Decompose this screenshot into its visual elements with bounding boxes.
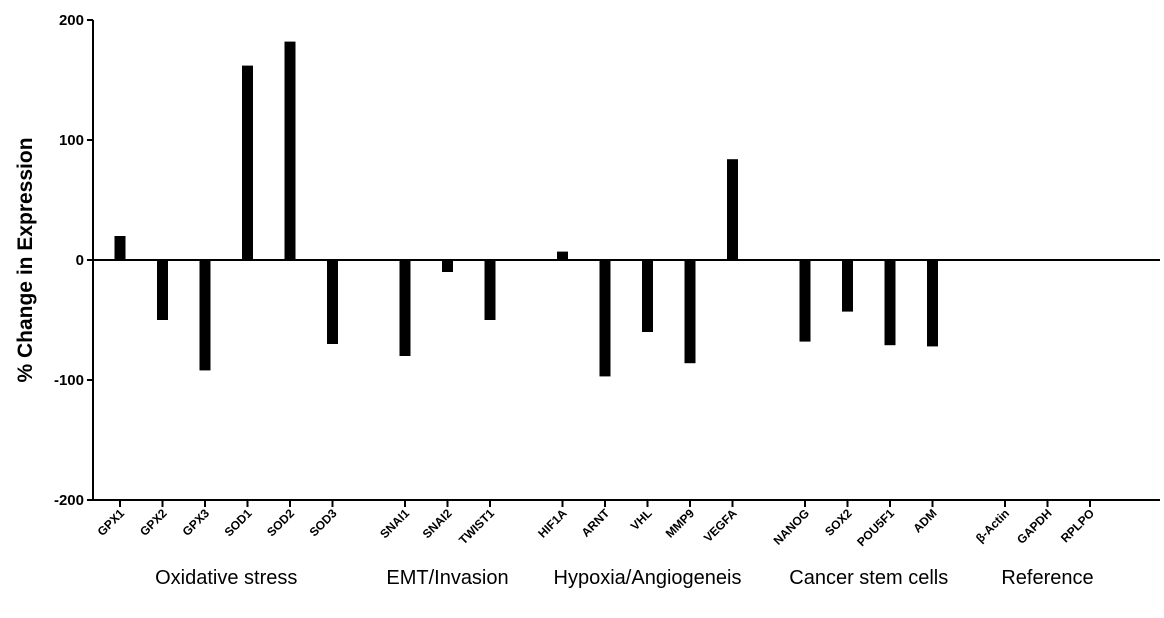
bars-layer <box>114 41 938 377</box>
bar-SNAI1 <box>399 260 411 356</box>
bar-SOX2 <box>842 260 853 312</box>
category-label-SOD1: SOD1 <box>222 506 255 539</box>
category-label-HIF1A: HIF1A <box>535 506 570 541</box>
category-label-GPX3: GPX3 <box>180 506 213 539</box>
category-label-RPLPO: RPLPO <box>1058 506 1097 545</box>
y-tick-label: 0 <box>76 252 84 269</box>
category-label-SNAI1: SNAI1 <box>377 506 412 541</box>
bar-NANOG <box>799 260 811 342</box>
category-label-MMP9: MMP9 <box>663 506 698 541</box>
bar-GPX2 <box>157 260 168 320</box>
bar-SNAI2 <box>442 260 453 272</box>
group-label-4: Reference <box>1001 567 1093 589</box>
bar-SOD3 <box>327 260 338 344</box>
y-tick-label: 100 <box>59 132 84 149</box>
bar-GPX3 <box>199 260 211 371</box>
category-label-POU5F1: POU5F1 <box>854 506 897 549</box>
category-label-ARNT: ARNT <box>579 506 613 540</box>
category-label-TWIST1: TWIST1 <box>456 506 497 547</box>
y-axis-title: % Change in Expression <box>14 137 37 382</box>
group-label-0: Oxidative stress <box>155 567 297 589</box>
bar-SOD2 <box>284 41 296 260</box>
bar-POU5F1 <box>884 260 896 346</box>
bar-HIF1A <box>557 251 568 260</box>
bar-SOD1 <box>242 65 253 260</box>
y-tick-label: -200 <box>54 492 84 509</box>
category-label-SOD2: SOD2 <box>264 506 297 539</box>
category-label-β-Actin: β-Actin <box>973 506 1012 545</box>
category-label-SNAI2: SNAI2 <box>420 506 455 541</box>
bar-ARNT <box>599 260 611 377</box>
axes-layer <box>87 19 1160 507</box>
bar-TWIST1 <box>484 260 496 320</box>
category-label-ADM: ADM <box>910 506 939 535</box>
category-label-GPX2: GPX2 <box>137 506 170 539</box>
group-label-2: Hypoxia/Angiogeneis <box>554 567 742 589</box>
bar-VEGFA <box>727 159 738 260</box>
category-label-VHL: VHL <box>628 506 655 533</box>
category-label-SOD3: SOD3 <box>307 506 340 539</box>
category-label-NANOG: NANOG <box>771 506 812 547</box>
group-label-1: EMT/Invasion <box>386 567 508 589</box>
category-label-GPX1: GPX1 <box>95 506 128 539</box>
bar-VHL <box>642 260 653 332</box>
category-label-VEGFA: VEGFA <box>701 506 740 545</box>
bar-ADM <box>927 260 938 347</box>
y-tick-label: -100 <box>54 372 84 389</box>
category-label-SOX2: SOX2 <box>822 506 855 539</box>
y-tick-label: 200 <box>59 12 84 29</box>
bar-GPX1 <box>114 236 126 260</box>
group-label-3: Cancer stem cells <box>789 567 948 589</box>
bar-MMP9 <box>684 260 696 364</box>
category-label-GAPDH: GAPDH <box>1014 506 1055 547</box>
